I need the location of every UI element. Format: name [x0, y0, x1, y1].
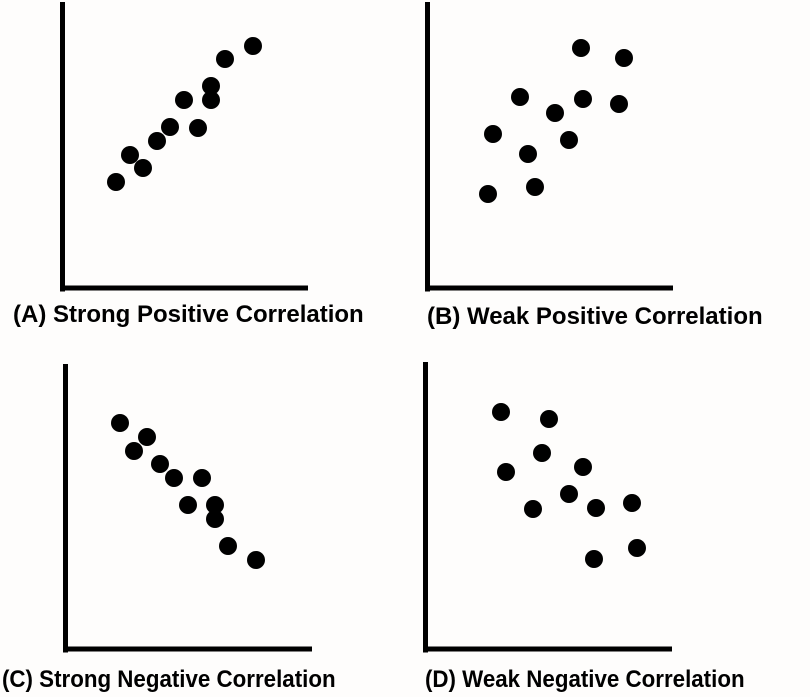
data-point [610, 95, 628, 113]
panel-d-caption: (D) Weak Negative Correlation [425, 666, 745, 693]
panel-c-caption: (C) Strong Negative Correlation [2, 666, 336, 693]
data-point [216, 50, 234, 68]
x-axis-line [60, 285, 308, 291]
data-point [175, 91, 193, 109]
x-axis-line [425, 285, 673, 291]
data-point [560, 485, 578, 503]
panel-b-caption: (B) Weak Positive Correlation [427, 303, 763, 330]
data-point [125, 442, 143, 460]
data-point [497, 463, 515, 481]
data-point [587, 499, 605, 517]
data-point [574, 458, 592, 476]
x-axis-line [423, 646, 672, 652]
data-point [526, 178, 544, 196]
data-point [121, 146, 139, 164]
data-point [148, 132, 166, 150]
data-point [628, 539, 646, 557]
data-point [134, 159, 152, 177]
x-axis-line [63, 646, 312, 652]
data-point [206, 510, 224, 528]
data-point [206, 496, 224, 514]
data-point [111, 414, 129, 432]
panel-d-scatter [423, 362, 672, 653]
data-point [161, 118, 179, 136]
y-axis-line [423, 362, 428, 653]
data-point [623, 494, 641, 512]
data-point [219, 537, 237, 555]
data-point [165, 469, 183, 487]
data-point [479, 185, 497, 203]
data-point [519, 145, 537, 163]
data-point [533, 444, 551, 462]
panel-a-scatter [60, 2, 308, 292]
y-axis-line [60, 2, 65, 292]
data-point [546, 104, 564, 122]
data-point [524, 500, 542, 518]
y-axis-line [425, 2, 430, 292]
data-point [572, 39, 590, 57]
data-point [189, 119, 207, 137]
panel-b-scatter [425, 2, 673, 292]
data-point [484, 125, 502, 143]
data-point [585, 550, 603, 568]
data-point [107, 173, 125, 191]
data-point [574, 90, 592, 108]
data-point [492, 403, 510, 421]
data-point [247, 551, 265, 569]
data-point [202, 77, 220, 95]
data-point [151, 455, 169, 473]
y-axis-line [63, 364, 68, 653]
data-point [179, 496, 197, 514]
data-point [193, 469, 211, 487]
data-point [560, 131, 578, 149]
data-point [138, 428, 156, 446]
panel-a-caption: (A) Strong Positive Correlation [13, 301, 364, 328]
data-point [202, 91, 220, 109]
data-point [244, 37, 262, 55]
data-point [540, 410, 558, 428]
data-point [615, 49, 633, 67]
panel-c-scatter [63, 364, 312, 653]
data-point [511, 88, 529, 106]
